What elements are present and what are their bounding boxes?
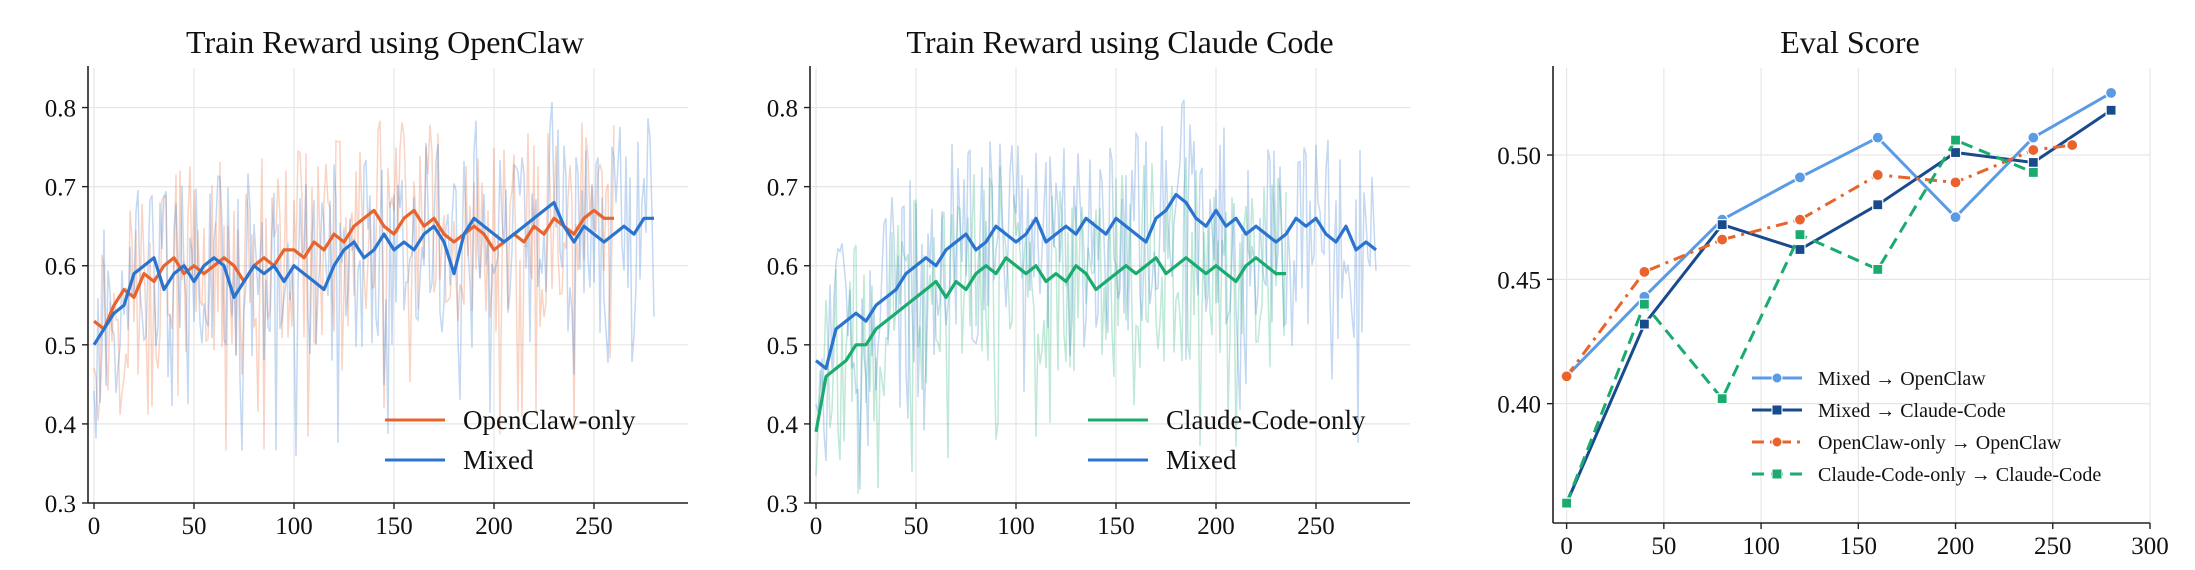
x-tick-label: 200	[1197, 513, 1235, 540]
chart-train-reward-claude-code: Train Reward using Claude Code 0 50 100 150 2…	[767, 24, 1410, 540]
data-point-mixed-to-openclaw	[1793, 171, 1807, 184]
legend-marker	[1771, 372, 1783, 384]
legend-label-openclaw-only-to-openclaw: OpenClaw-only → OpenClaw	[1818, 432, 2062, 454]
data-point-mixed-to-claude-code	[2027, 156, 2039, 169]
y-tick-label: 0.5	[767, 333, 798, 360]
legend-label-mixed-to-claude-code: Mixed → Claude-Code	[1818, 400, 2006, 422]
data-point-openclaw-only-to-openclaw	[1871, 168, 1884, 182]
chart-eval-score: Eval Score 0 50 100 150 200 250 300 0.40 0.45 0.50…	[1497, 24, 2169, 560]
y-tick-label: 0.50	[1497, 143, 1541, 170]
raw-trace-claude-code-only	[815, 157, 1287, 494]
data-point-claude-code-only-to-claude-code	[1949, 134, 1962, 146]
x-tick-label: 250	[1297, 513, 1335, 540]
legend: Mixed → OpenClaw Mixed → Claude-Code OpenC…	[1752, 368, 2101, 486]
data-point-claude-code-only-to-claude-code	[2027, 166, 2039, 179]
x-tick-label: 0	[88, 513, 101, 540]
x-tick-label: 50	[904, 513, 929, 540]
legend-label-mixed-to-openclaw: Mixed → OpenClaw	[1818, 368, 1986, 390]
chart-train-reward-openclaw: Train Reward using OpenClaw 0 50 100 150 200 2…	[45, 24, 688, 540]
data-point-openclaw-only-to-openclaw	[2066, 138, 2079, 152]
x-tick-label: 100	[997, 513, 1035, 540]
data-point-openclaw-only-to-openclaw	[1793, 213, 1807, 226]
data-point-mixed-to-openclaw	[2105, 86, 2118, 99]
x-tick-label: 50	[1651, 533, 1676, 560]
x-tick-label: 100	[1742, 533, 1780, 560]
y-tick-label: 0.3	[45, 491, 76, 518]
series-line-openclaw-only-to-openclaw	[1565, 143, 2073, 378]
data-point-mixed-to-claude-code	[1716, 219, 1728, 231]
legend-label-mixed: Mixed	[1166, 445, 1237, 475]
legend-marker	[1771, 468, 1783, 480]
y-tick-label: 0.5	[45, 333, 76, 360]
data-point-claude-code-only-to-claude-code	[1716, 393, 1728, 405]
legend-label-mixed: Mixed	[463, 445, 534, 475]
data-point-mixed-to-openclaw	[1949, 211, 1962, 224]
x-tick-label: 150	[1097, 513, 1135, 540]
data-point-openclaw-only-to-openclaw	[2027, 143, 2040, 157]
data-point-mixed-to-claude-code	[1794, 243, 1806, 256]
legend-label-claude-code-only: Claude-Code-only	[1166, 405, 1366, 435]
legend: Claude-Code-only Mixed	[1088, 405, 1366, 475]
data-point-openclaw-only-to-openclaw	[1560, 370, 1573, 383]
raw-trace-openclaw-only	[93, 120, 615, 451]
x-tick-label: 200	[475, 513, 513, 540]
legend: OpenClaw-only Mixed	[385, 405, 636, 475]
x-tick-label: 150	[1840, 533, 1878, 560]
data-point-claude-code-only-to-claude-code	[1872, 263, 1884, 275]
data-point-mixed-to-claude-code	[1638, 318, 1650, 330]
series-line-mixed	[92, 200, 654, 346]
chart-title: Train Reward using Claude Code	[906, 24, 1333, 60]
raw-trace-mixed	[815, 99, 1377, 490]
data-point-mixed-to-openclaw	[1871, 131, 1884, 144]
data-point-mixed-to-openclaw	[2027, 131, 2040, 144]
data-point-claude-code-only-to-claude-code	[1561, 497, 1573, 509]
y-tick-label: 0.40	[1497, 392, 1541, 419]
legend-label-claude-code-only-to-claude-code: Claude-Code-only → Claude-Code	[1818, 464, 2101, 486]
y-tick-label: 0.4	[45, 412, 77, 439]
data-point-openclaw-only-to-openclaw	[1638, 265, 1651, 278]
x-tick-label: 0	[810, 513, 823, 540]
series-line-mixed-to-openclaw	[1565, 91, 2112, 378]
x-tick-label: 250	[575, 513, 613, 540]
x-tick-label: 0	[1560, 533, 1573, 560]
y-tick-label: 0.8	[45, 96, 76, 123]
legend-label-openclaw-only: OpenClaw-only	[463, 405, 636, 435]
y-tick-label: 0.4	[767, 412, 799, 439]
y-tick-label: 0.45	[1497, 267, 1541, 294]
data-point-claude-code-only-to-claude-code	[1638, 298, 1650, 310]
legend-marker	[1771, 404, 1783, 416]
y-tick-label: 0.6	[45, 254, 76, 281]
y-tick-label: 0.7	[767, 175, 798, 202]
data-point-mixed-to-claude-code	[1949, 146, 1962, 159]
chart-title: Train Reward using OpenClaw	[186, 24, 584, 60]
x-tick-label: 50	[182, 513, 207, 540]
x-tick-label: 250	[2034, 533, 2072, 560]
x-tick-label: 100	[275, 513, 313, 540]
series-line-mixed	[815, 192, 1377, 371]
data-point-claude-code-only-to-claude-code	[1794, 228, 1806, 241]
series-line-mixed-to-claude-code	[1565, 109, 2112, 504]
data-point-openclaw-only-to-openclaw	[1716, 233, 1729, 246]
chart-title: Eval Score	[1780, 24, 1920, 60]
y-tick-label: 0.8	[767, 96, 798, 123]
legend-marker	[1771, 436, 1783, 448]
x-tick-label: 300	[2131, 533, 2169, 560]
x-tick-label: 200	[1937, 533, 1975, 560]
y-tick-label: 0.3	[767, 491, 798, 518]
y-tick-label: 0.7	[45, 175, 76, 202]
data-point-openclaw-only-to-openclaw	[1949, 176, 1962, 189]
y-tick-label: 0.6	[767, 254, 798, 281]
data-point-mixed-to-claude-code	[1872, 199, 1884, 211]
x-tick-label: 150	[375, 513, 413, 540]
series-line-claude-code-only	[814, 256, 1286, 433]
data-point-mixed-to-claude-code	[2105, 104, 2117, 116]
